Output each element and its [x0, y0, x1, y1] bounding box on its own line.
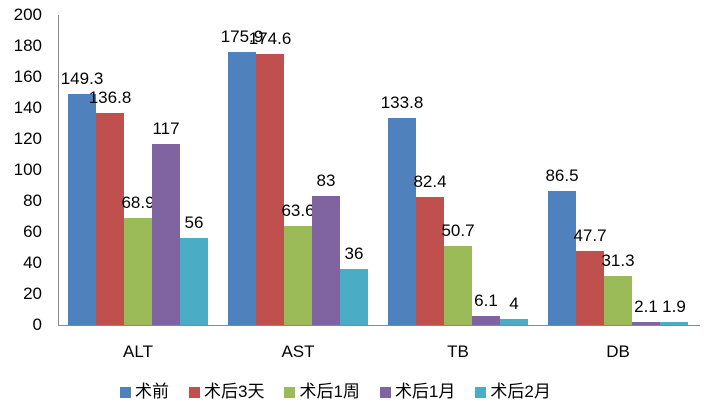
- y-tick-label: 20: [23, 284, 42, 303]
- data-label: 4: [509, 293, 519, 313]
- data-label: 36: [344, 244, 364, 264]
- legend-label: 术后2月: [490, 382, 551, 401]
- data-label: 117: [152, 118, 180, 138]
- y-tick-label: 140: [13, 98, 42, 117]
- data-label: 133.8: [380, 92, 424, 112]
- bar: [228, 52, 256, 325]
- bar: [660, 322, 688, 325]
- data-label: 50.7: [441, 221, 475, 241]
- legend-label: 术后1周: [299, 382, 360, 401]
- x-category-label: TB: [447, 342, 469, 361]
- data-label: 56: [184, 213, 204, 233]
- bar: [340, 269, 368, 325]
- bar: [604, 276, 632, 325]
- bar: [548, 190, 576, 325]
- x-category-label: AST: [281, 342, 315, 361]
- bar: [500, 318, 528, 325]
- data-label: 68.9: [121, 193, 155, 213]
- legend-item: 术后3天: [189, 381, 264, 403]
- bar: [388, 117, 416, 325]
- data-label: 175.9: [220, 27, 264, 47]
- x-axis-line: [58, 325, 700, 326]
- y-tick-label: 0: [32, 315, 42, 334]
- legend-swatch-icon: [379, 386, 391, 398]
- y-axis-line: [58, 15, 59, 326]
- x-category-label: ALT: [123, 342, 153, 361]
- legend-item: 术前: [120, 381, 169, 403]
- data-label: 83: [316, 171, 336, 191]
- legend-item: 术后2月: [475, 381, 551, 403]
- y-tick-label: 160: [13, 67, 42, 86]
- y-tick-label: 120: [13, 129, 42, 148]
- data-label: 63.6: [281, 201, 315, 221]
- legend-label: 术前: [135, 382, 169, 401]
- bar: [416, 197, 444, 325]
- bar: [96, 112, 124, 325]
- legend-swatch-icon: [189, 386, 200, 398]
- bar: [472, 315, 500, 325]
- y-tick-label: 60: [23, 222, 42, 241]
- data-label: 47.7: [573, 226, 607, 246]
- legend-item: 术后1周: [284, 381, 360, 403]
- data-label: 136.8: [88, 87, 132, 107]
- bar: [444, 246, 472, 325]
- data-label: 2.1: [634, 296, 658, 316]
- data-label: 86.5: [545, 165, 579, 185]
- bar: [124, 218, 152, 325]
- y-tick-label: 200: [13, 5, 42, 24]
- legend-swatch-icon: [120, 386, 131, 398]
- data-label: 6.1: [474, 290, 498, 310]
- bar: [284, 226, 312, 325]
- data-label: 149.3: [60, 68, 104, 88]
- data-label: 82.4: [413, 172, 447, 192]
- x-category-label: DB: [606, 342, 630, 361]
- bar: [576, 251, 604, 325]
- legend-label: 术后1月: [394, 382, 456, 401]
- data-label: 1.9: [662, 297, 686, 317]
- y-tick-label: 40: [23, 253, 42, 272]
- y-tick-label: 80: [23, 191, 42, 210]
- legend-label: 术后3天: [204, 382, 265, 401]
- bar: [152, 143, 180, 325]
- legend-swatch-icon: [284, 386, 296, 398]
- y-tick-label: 180: [13, 36, 42, 55]
- legend-item: 术后1月: [379, 381, 456, 403]
- legend: 术前 术后3天 术后1周 术后1月 术后2月: [120, 381, 551, 403]
- bar: [180, 238, 208, 325]
- legend-swatch-icon: [475, 386, 487, 398]
- data-label: 174.6: [248, 29, 292, 49]
- bar: [312, 196, 340, 325]
- data-label: 31.3: [601, 251, 635, 271]
- y-tick-label: 100: [13, 160, 42, 179]
- bar: [68, 93, 96, 325]
- bar: [632, 321, 660, 325]
- bar: [256, 54, 284, 325]
